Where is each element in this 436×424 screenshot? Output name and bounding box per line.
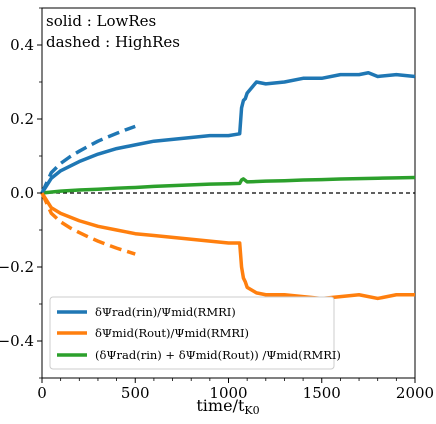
legend-label-orange: δΨmid(Rout)/Ψmid(RMRI) bbox=[95, 326, 249, 340]
legend-label-green: (δΨrad(rin) + δΨmid(Rout)) /Ψmid(RMRI) bbox=[95, 348, 341, 362]
x-tick-label: 1000 bbox=[209, 384, 247, 402]
annotation-dashed: dashed : HighRes bbox=[46, 33, 180, 51]
tick-layer: 0 500 1000 1500 2000 −0.4 −0.2 0.0 0.2 0.4 bbox=[0, 7, 434, 402]
annotation-solid: solid : LowRes bbox=[46, 12, 156, 30]
y-tick-label: 0.0 bbox=[10, 184, 34, 202]
y-tick-label: 0.4 bbox=[10, 36, 34, 54]
series-layer bbox=[40, 71, 416, 301]
legend-box bbox=[49, 296, 335, 370]
y-tick-label: 0.2 bbox=[10, 110, 34, 128]
y-tick-label: −0.4 bbox=[0, 332, 34, 350]
legend: δΨrad(rin)/Ψmid(RMRI) δΨmid(Rout)/Ψmid(R… bbox=[49, 296, 341, 370]
x-tick-label: 500 bbox=[121, 384, 150, 402]
x-axis-label: time/tK0 bbox=[196, 396, 259, 417]
y-tick-label: −0.2 bbox=[0, 258, 34, 276]
x-tick-label: 2000 bbox=[396, 384, 434, 402]
series-line-4 bbox=[40, 192, 136, 256]
x-tick-label: 0 bbox=[37, 384, 47, 402]
series-line-2 bbox=[41, 175, 416, 195]
x-tick-label: 1500 bbox=[303, 384, 341, 402]
series-line-0 bbox=[40, 71, 416, 194]
legend-label-blue: δΨrad(rin)/Ψmid(RMRI) bbox=[95, 305, 236, 319]
series-line-1 bbox=[40, 192, 415, 301]
